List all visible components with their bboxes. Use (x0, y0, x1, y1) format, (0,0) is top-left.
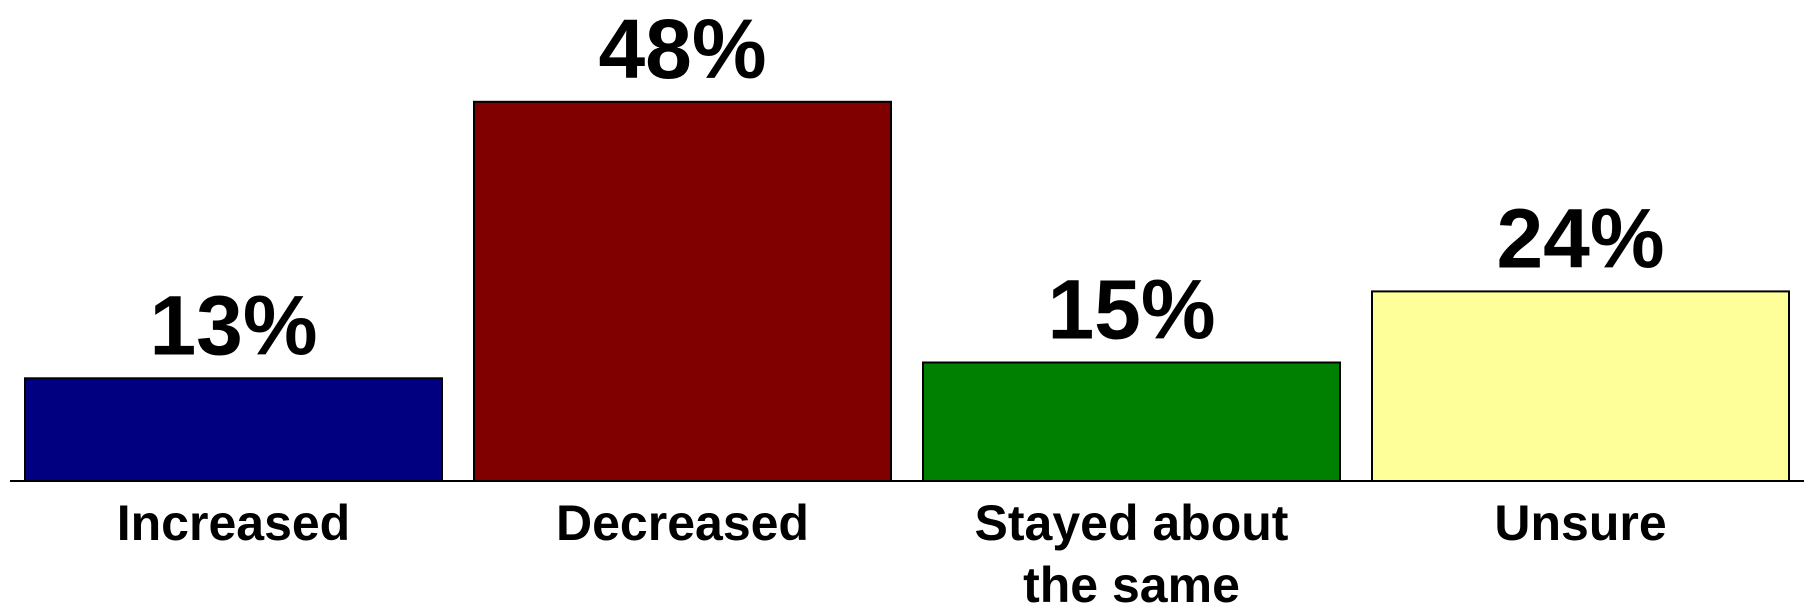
data-label: 13% (149, 278, 317, 372)
bar-stayed-about-the-same (922, 361, 1341, 482)
data-labels-layer: 13% 48% 15% 24% (149, 2, 1664, 372)
category-tick-label: the same (1023, 557, 1240, 610)
category-tick-label: Stayed about (975, 495, 1289, 551)
bar-increased (24, 377, 443, 482)
category-tick-label: Unsure (1494, 495, 1666, 551)
data-label: 24% (1496, 191, 1664, 285)
category-tick-label: Decreased (556, 495, 809, 551)
data-label: 15% (1047, 263, 1215, 357)
bars-layer (24, 100, 1790, 483)
bar-decreased (473, 100, 892, 483)
data-label: 48% (598, 2, 766, 96)
bar-unsure (1371, 290, 1790, 482)
category-tick-label: Increased (117, 495, 350, 551)
category-labels-layer: Increased Decreased Stayed about the same Un… (117, 495, 1667, 610)
